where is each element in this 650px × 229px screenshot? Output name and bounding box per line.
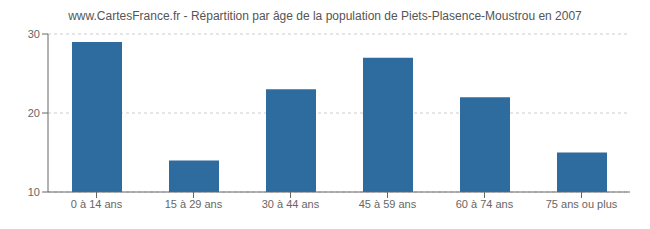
svg-text:75 ans ou plus: 75 ans ou plus: [546, 198, 618, 210]
svg-text:60 à 74 ans: 60 à 74 ans: [456, 198, 514, 210]
svg-text:15 à 29 ans: 15 à 29 ans: [165, 198, 223, 210]
svg-text:0 à 14 ans: 0 à 14 ans: [71, 198, 123, 210]
svg-text:45 à 59 ans: 45 à 59 ans: [359, 198, 417, 210]
svg-text:10: 10: [28, 186, 40, 198]
svg-text:30 à 44 ans: 30 à 44 ans: [262, 198, 320, 210]
html-text:www.CartesFrance.fr - Répartit: www.CartesFrance.fr - Répartition par âg…: [68, 9, 582, 23]
svg-text:30: 30: [28, 28, 40, 40]
svg-text:20: 20: [28, 107, 40, 119]
